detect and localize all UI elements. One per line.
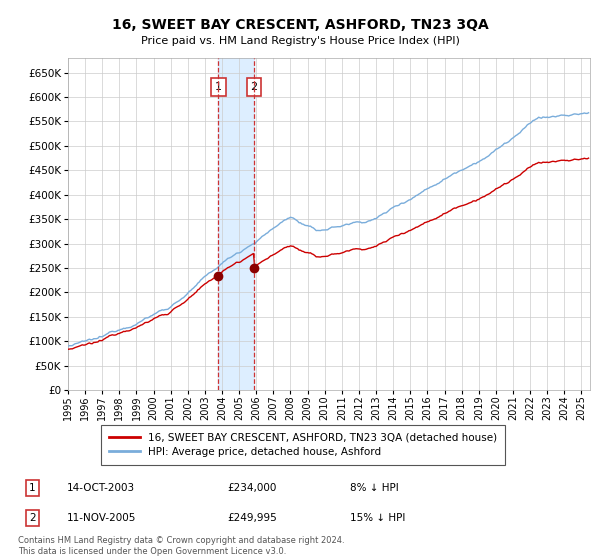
Text: 1: 1 — [29, 483, 35, 493]
Text: 2: 2 — [250, 82, 257, 92]
Text: 2: 2 — [29, 513, 35, 523]
Bar — [218, 58, 254, 390]
Text: £249,995: £249,995 — [227, 513, 277, 523]
Text: 8% ↓ HPI: 8% ↓ HPI — [350, 483, 398, 493]
Text: Price paid vs. HM Land Registry's House Price Index (HPI): Price paid vs. HM Land Registry's House … — [140, 36, 460, 46]
Text: £234,000: £234,000 — [227, 483, 277, 493]
Text: 14-OCT-2003: 14-OCT-2003 — [67, 483, 136, 493]
Text: 16, SWEET BAY CRESCENT, ASHFORD, TN23 3QA: 16, SWEET BAY CRESCENT, ASHFORD, TN23 3Q… — [112, 18, 488, 32]
Legend: 16, SWEET BAY CRESCENT, ASHFORD, TN23 3QA (detached house), HPI: Average price, : 16, SWEET BAY CRESCENT, ASHFORD, TN23 3Q… — [101, 426, 505, 465]
Text: 1: 1 — [215, 82, 222, 92]
Text: Contains HM Land Registry data © Crown copyright and database right 2024.
This d: Contains HM Land Registry data © Crown c… — [18, 536, 344, 556]
Text: 15% ↓ HPI: 15% ↓ HPI — [350, 513, 405, 523]
Text: 11-NOV-2005: 11-NOV-2005 — [67, 513, 137, 523]
